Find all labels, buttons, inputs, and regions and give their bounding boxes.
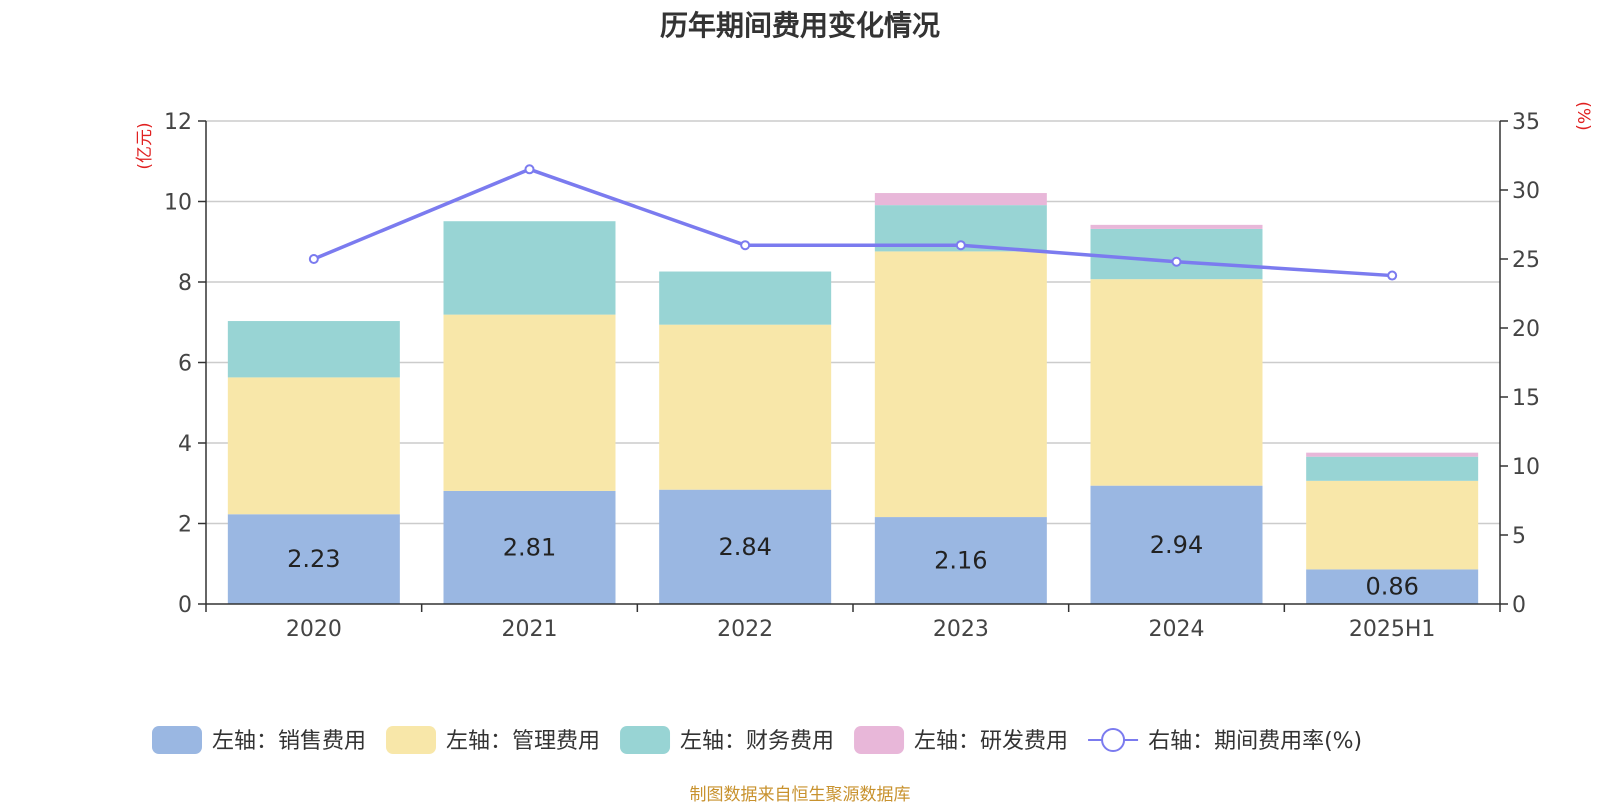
rate-point [524, 164, 535, 175]
left-tick-label: 2 [178, 513, 192, 538]
legend-label: 左轴：财务费用 [680, 729, 834, 754]
left-tick-label: 0 [178, 593, 192, 618]
left-tick-label: 10 [164, 191, 192, 216]
legend-swatch [854, 726, 905, 754]
rate-point [740, 240, 751, 251]
right-tick-label: 30 [1512, 179, 1540, 204]
data-label: 2.81 [503, 533, 556, 561]
x-tick-label: 2024 [1149, 617, 1205, 642]
bar-segment [227, 377, 400, 515]
bar-segment [1090, 224, 1263, 229]
right-tick-label: 0 [1512, 593, 1526, 618]
right-tick-label: 35 [1512, 110, 1540, 135]
data-label: 2.94 [1150, 531, 1203, 559]
right-tick-label: 25 [1512, 248, 1540, 273]
rate-point [1171, 256, 1182, 267]
bar-segment [874, 251, 1047, 518]
bar-segment [1306, 480, 1479, 570]
legend-label: 左轴：管理费用 [446, 729, 600, 754]
left-tick-label: 12 [164, 110, 192, 135]
legend-label: 左轴：研发费用 [914, 729, 1068, 754]
rate-point [1387, 270, 1398, 281]
right-tick-label: 10 [1512, 455, 1540, 480]
bar-segment [1090, 485, 1263, 604]
right-axis-unit-label: (%) [1573, 101, 1593, 130]
data-label: 2.23 [287, 545, 340, 573]
legend-label: 右轴：期间费用率(%) [1148, 729, 1362, 754]
right-tick-label: 5 [1512, 524, 1526, 549]
bar-segment [659, 271, 832, 325]
rate-point [308, 254, 319, 264]
x-tick-label: 2020 [286, 617, 342, 642]
bar-segment [1306, 569, 1479, 604]
left-tick-label: 4 [178, 432, 192, 457]
bar-segment [227, 514, 400, 604]
x-tick-label: 2025H1 [1349, 617, 1436, 642]
bar-segment [874, 517, 1047, 604]
bar-segment [874, 193, 1047, 206]
bar-segment [659, 489, 832, 604]
left-axis-unit-label: (亿元) [135, 122, 155, 169]
rate-line [313, 167, 1393, 278]
bar-segment [443, 490, 616, 604]
bar-segment [1090, 228, 1263, 280]
legend-swatch [152, 726, 202, 754]
left-tick-label: 8 [178, 271, 192, 296]
data-label: 2.16 [934, 547, 987, 575]
x-tick-label: 2022 [717, 617, 773, 642]
x-tick-label: 2023 [933, 617, 989, 642]
bar-segment [659, 324, 832, 490]
legend-swatch [620, 726, 671, 754]
bar-segment [443, 314, 616, 491]
data-source-note: 制图数据来自恒生聚源数据库 [689, 785, 911, 805]
bar-segment [227, 321, 400, 378]
data-label: 2.84 [718, 533, 771, 561]
bar-segment [1306, 456, 1479, 481]
data-label: 0.86 [1365, 573, 1418, 601]
bar-segment [1306, 452, 1479, 457]
x-tick-label: 2021 [502, 617, 558, 642]
rate-point [955, 240, 966, 251]
right-tick-label: 20 [1512, 317, 1540, 342]
chart-title: 历年期间费用变化情况 [659, 9, 940, 42]
right-tick-label: 15 [1512, 386, 1540, 411]
bar-segment [443, 221, 616, 315]
legend-label: 左轴：销售费用 [212, 729, 366, 754]
legend-swatch [386, 726, 437, 754]
left-tick-label: 6 [178, 352, 192, 377]
bar-segment [1090, 279, 1263, 486]
legend-marker [1101, 728, 1126, 752]
